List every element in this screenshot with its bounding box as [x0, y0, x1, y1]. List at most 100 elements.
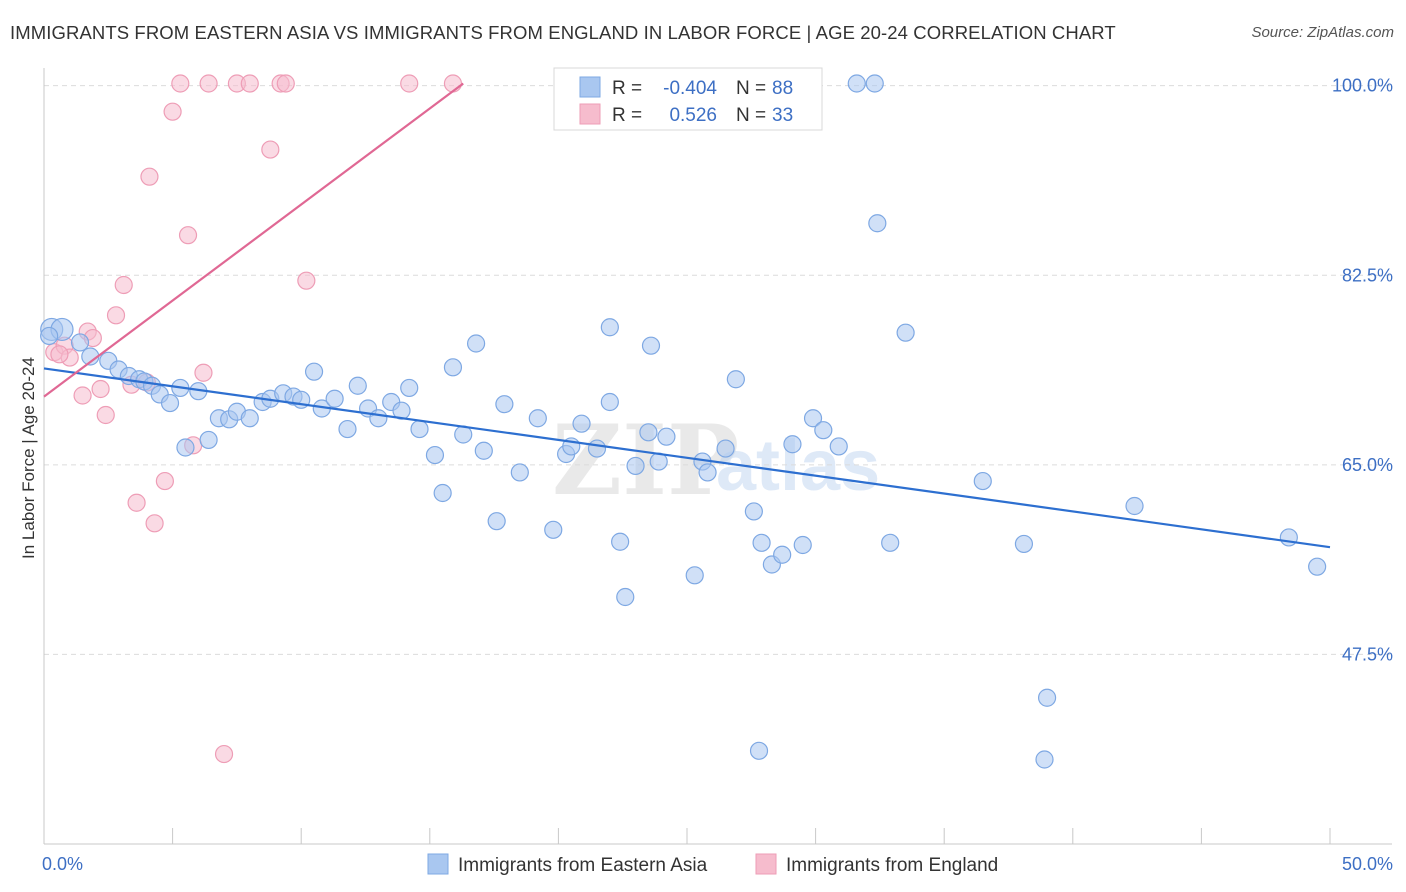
chart-title: IMMIGRANTS FROM EASTERN ASIA VS IMMIGRAN… — [10, 22, 1116, 43]
eastern-asia-point — [1014, 534, 1034, 554]
england-point — [171, 74, 190, 93]
legend-n-value-blue: 88 — [772, 78, 793, 99]
eastern-asia-point — [587, 439, 607, 458]
eastern-asia-point — [783, 435, 802, 454]
eastern-asia-point — [803, 409, 823, 428]
legend-n-label-pink: N = — [736, 105, 766, 126]
eastern-asia-point — [881, 533, 900, 552]
legend-r-label-pink: R = — [612, 105, 642, 126]
eastern-asia-point — [348, 376, 367, 395]
eastern-asia-point — [304, 362, 324, 381]
eastern-asia-point — [744, 502, 763, 521]
eastern-asia-point — [814, 421, 833, 440]
chart-source: Source: ZipAtlas.com — [1251, 24, 1394, 41]
watermark: ZIP atlas — [552, 404, 880, 517]
eastern-asia-point — [410, 419, 429, 439]
y-axis-label: In Labor Force | Age 20-24 — [19, 357, 38, 559]
eastern-asia-point — [639, 423, 658, 442]
x-tick-label-0: 0.0% — [42, 854, 83, 874]
england-point — [73, 386, 92, 405]
eastern-asia-point — [716, 439, 735, 458]
eastern-asia-point — [544, 520, 563, 539]
eastern-asia-point — [40, 326, 59, 346]
eastern-asia-point — [70, 333, 90, 352]
england-point — [261, 140, 280, 159]
england-point — [199, 74, 218, 93]
trend-lines — [43, 82, 1331, 549]
eastern-asia-point — [1037, 688, 1057, 707]
england-points — [45, 74, 594, 764]
eastern-asia-point — [626, 456, 645, 476]
england-point — [163, 102, 182, 121]
england-point — [178, 226, 198, 245]
eastern-asia-point — [572, 414, 591, 433]
eastern-asia-point — [865, 74, 884, 93]
eastern-asia-point — [657, 427, 676, 446]
eastern-asia-point — [338, 419, 357, 439]
england-point — [140, 167, 159, 186]
legend-swatch-blue — [579, 76, 601, 98]
eastern-asia-point — [325, 389, 344, 408]
y-tick-label-1: 82.5% — [1342, 265, 1393, 285]
eastern-asia-point — [240, 409, 259, 428]
eastern-asia-points — [40, 74, 1327, 769]
eastern-asia-point — [829, 437, 848, 456]
eastern-asia-point — [1035, 750, 1054, 769]
england-point — [400, 74, 419, 93]
england-point — [194, 363, 213, 382]
england-point — [114, 275, 133, 295]
legend-swatch-pink — [579, 103, 601, 125]
series-legend-swatch-eastern-asia — [427, 853, 449, 875]
eastern-asia-point — [773, 545, 792, 564]
eastern-asia-point — [510, 463, 529, 482]
tick-labels: 100.0% 82.5% 65.0% 47.5% 0.0% 50.0% — [42, 76, 1393, 874]
england-point — [96, 405, 115, 425]
england-point — [240, 74, 259, 93]
eastern-asia-point — [600, 392, 619, 412]
eastern-asia-point — [495, 395, 514, 414]
eastern-asia-point — [176, 438, 195, 457]
y-tick-label-3: 47.5% — [1342, 644, 1393, 664]
england-point — [127, 493, 146, 512]
england-trend-line — [43, 82, 464, 398]
england-point — [297, 271, 316, 290]
eastern-asia-point — [726, 370, 745, 389]
eastern-asia-point — [160, 393, 180, 413]
eastern-asia-point — [896, 323, 915, 342]
eastern-asia-point — [400, 378, 419, 398]
eastern-asia-point — [752, 533, 771, 552]
eastern-asia-trend-line — [43, 367, 1331, 549]
eastern-asia-point — [369, 409, 388, 428]
eastern-asia-point — [749, 741, 769, 760]
legend-r-value-blue: -0.404 — [663, 78, 717, 99]
eastern-asia-point — [793, 535, 812, 555]
legend-r-label-blue: R = — [612, 78, 642, 99]
correlation-legend: R = -0.404 N = 88 R = 0.526 N = 33 — [553, 67, 823, 131]
england-point — [443, 74, 463, 93]
eastern-asia-point — [425, 445, 445, 465]
england-point — [106, 306, 126, 325]
england-point — [214, 744, 234, 764]
eastern-asia-point — [698, 463, 717, 482]
x-tick-label-1: 50.0% — [1342, 854, 1393, 874]
eastern-asia-point — [1308, 557, 1327, 576]
legend-r-value-pink: 0.526 — [669, 105, 717, 126]
series-legend-label-england: Immigrants from England — [786, 855, 998, 876]
england-point — [145, 514, 164, 533]
legend-n-value-pink: 33 — [772, 105, 793, 126]
eastern-asia-point — [474, 441, 493, 460]
series-legend-label-eastern-asia: Immigrants from Eastern Asia — [458, 855, 708, 876]
eastern-asia-point — [528, 409, 547, 428]
grid-lines — [44, 85, 1392, 655]
axes — [43, 68, 1392, 845]
legend-n-label-blue: N = — [736, 78, 766, 99]
eastern-asia-point — [685, 566, 704, 585]
series-legend-swatch-england — [755, 853, 777, 875]
england-point — [276, 74, 295, 93]
eastern-asia-point — [973, 471, 992, 491]
eastern-asia-point — [1125, 496, 1144, 516]
eastern-asia-point — [466, 334, 486, 353]
series-legend: Immigrants from Eastern Asia Immigrants … — [427, 853, 998, 876]
eastern-asia-point — [611, 532, 630, 551]
